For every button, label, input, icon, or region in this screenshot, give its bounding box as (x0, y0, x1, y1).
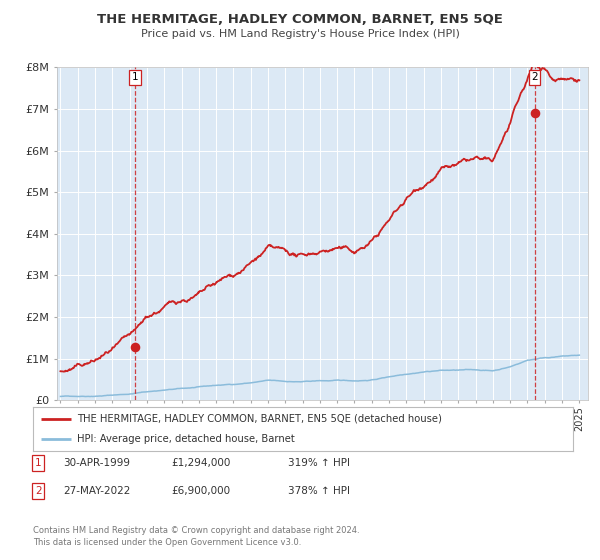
Text: 27-MAY-2022: 27-MAY-2022 (63, 486, 130, 496)
Text: Contains HM Land Registry data © Crown copyright and database right 2024.: Contains HM Land Registry data © Crown c… (33, 526, 359, 535)
Text: 1: 1 (132, 72, 139, 82)
Text: THE HERMITAGE, HADLEY COMMON, BARNET, EN5 5QE (detached house): THE HERMITAGE, HADLEY COMMON, BARNET, EN… (77, 414, 442, 424)
Text: This data is licensed under the Open Government Licence v3.0.: This data is licensed under the Open Gov… (33, 538, 301, 547)
Text: THE HERMITAGE, HADLEY COMMON, BARNET, EN5 5QE: THE HERMITAGE, HADLEY COMMON, BARNET, EN… (97, 13, 503, 26)
Point (131, 342, 140, 351)
Text: 2: 2 (531, 72, 538, 82)
Text: £1,294,000: £1,294,000 (171, 458, 230, 468)
Text: 30-APR-1999: 30-APR-1999 (63, 458, 130, 468)
Text: 378% ↑ HPI: 378% ↑ HPI (288, 486, 350, 496)
Text: £6,900,000: £6,900,000 (171, 486, 230, 496)
Point (530, 109, 539, 118)
Text: 2: 2 (35, 486, 41, 496)
Text: HPI: Average price, detached house, Barnet: HPI: Average price, detached house, Barn… (77, 434, 295, 444)
Text: Price paid vs. HM Land Registry's House Price Index (HPI): Price paid vs. HM Land Registry's House … (140, 29, 460, 39)
Text: 319% ↑ HPI: 319% ↑ HPI (288, 458, 350, 468)
Text: 1: 1 (35, 458, 41, 468)
